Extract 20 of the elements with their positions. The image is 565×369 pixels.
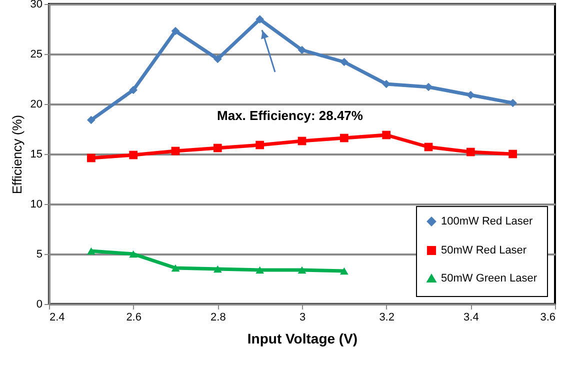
legend-label: 100mW Red Laser — [441, 216, 534, 228]
x-tick-label: 3 — [299, 312, 306, 324]
x-tick-label: 3.2 — [379, 312, 394, 324]
y-axis-title: Efficiency (%) — [9, 114, 24, 194]
y-tick-label: 20 — [30, 98, 42, 110]
y-tick-label: 30 — [30, 0, 42, 10]
y-tick-label: 15 — [30, 148, 42, 160]
x-tick-label: 3.4 — [464, 312, 479, 324]
x-axis-title: Input Voltage (V) — [247, 330, 358, 346]
legend-label: 50mW Green Laser — [441, 272, 538, 284]
y-tick-label: 25 — [30, 48, 42, 60]
y-tick-label: 0 — [36, 298, 42, 310]
x-tick-label: 2.6 — [126, 312, 142, 324]
x-tick-label: 2.4 — [50, 312, 65, 324]
x-tick-label: 3.6 — [540, 312, 556, 324]
x-tick-label: 2.8 — [210, 312, 226, 324]
y-tick-label: 5 — [36, 248, 42, 260]
y-tick-label: 10 — [30, 198, 42, 210]
annotation: Max. Efficiency: 28.47% — [217, 108, 364, 123]
legend-label: 50mW Red Laser — [441, 244, 527, 256]
